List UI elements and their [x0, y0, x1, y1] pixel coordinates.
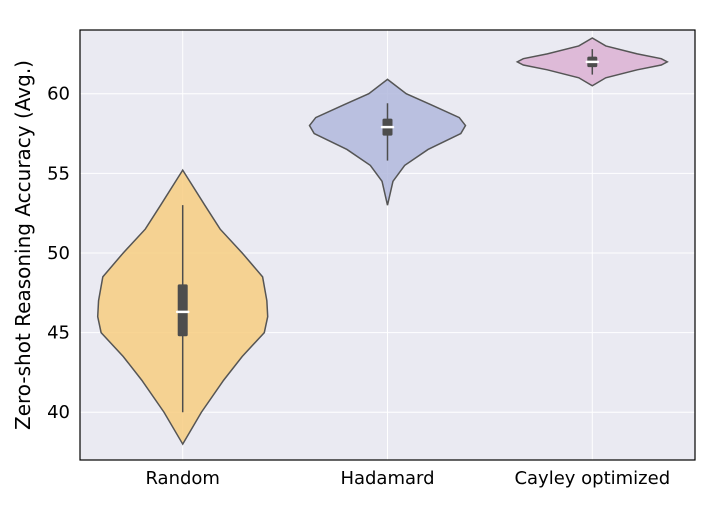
violin-chart: 40 45 50 55 60 Random Hadamard Cayley optimized…	[0, 0, 720, 511]
x-tick-label: Hadamard	[340, 468, 434, 489]
y-tick-label: 60	[47, 84, 70, 105]
y-tick-label: 40	[47, 402, 70, 423]
x-tick-label: Cayley optimized	[514, 468, 670, 489]
y-tick-label: 45	[47, 323, 70, 344]
box-0	[178, 285, 187, 336]
y-axis-label: Zero-shot Reasoning Accuracy (Avg.)	[11, 60, 35, 430]
y-tick-label: 55	[47, 163, 70, 184]
y-tick-label: 50	[47, 243, 70, 264]
x-tick-label: Random	[145, 468, 220, 489]
chart-svg: 40 45 50 55 60 Random Hadamard Cayley optimized…	[0, 0, 720, 511]
